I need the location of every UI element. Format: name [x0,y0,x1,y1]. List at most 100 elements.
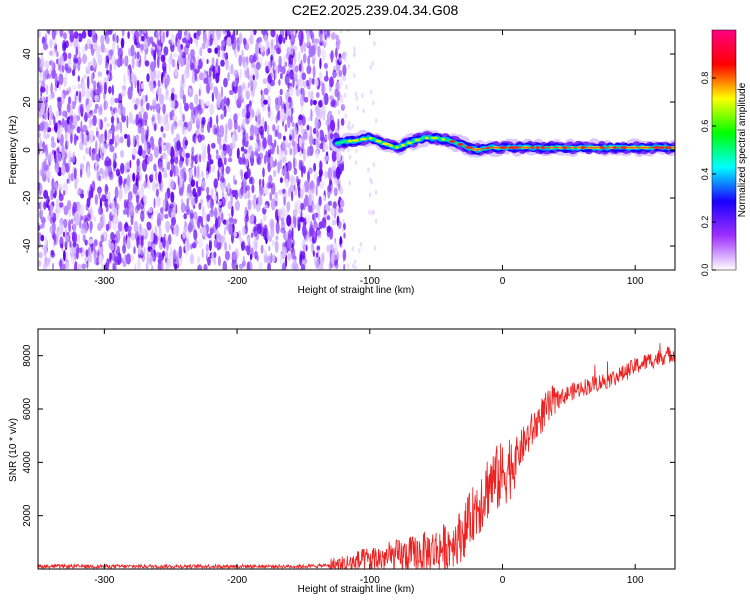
noise-speckle [337,39,340,51]
y-axis-ticks: 2000 4000 6000 8000 [22,344,675,527]
noise-speckle [162,236,166,249]
noise-speckle [123,199,128,209]
noise-speckle [252,74,255,81]
noise-speckle [312,236,315,244]
noise-speckle [51,68,56,79]
noise-speckle [245,42,250,51]
noise-speckle [304,258,308,264]
noise-speckle [98,135,103,144]
noise-speckle [281,188,286,194]
noise-speckle [90,72,94,82]
noise-speckle [97,71,103,77]
noise-speckle [220,196,226,207]
noise-speckle [281,246,287,258]
noise-speckle [202,31,207,44]
noise-speckle [293,156,296,170]
noise-speckle [144,30,147,34]
noise-speckle [168,61,171,73]
noise-speckle [143,111,148,122]
noise-speckle [216,44,221,51]
noise-speckle [207,233,212,239]
noise-speckle [92,57,96,69]
noise-speckle [195,180,199,189]
noise-speckle [287,252,292,262]
noise-speckle [248,105,253,114]
noise-speckle [160,236,163,243]
noise-speckle [316,130,319,139]
noise-speckle [137,244,141,255]
noise-speckle [193,239,198,245]
noise-speckle [95,160,99,167]
noise-speckle [263,204,269,210]
noise-speckle [211,57,215,66]
colorbar-tick-label: 0.2 [700,216,710,229]
noise-speckle [86,68,90,75]
noise-speckle [230,193,233,207]
noise-speckle [220,113,225,120]
noise-speckle [318,262,324,270]
noise-speckle [93,252,97,265]
noise-speckle [119,150,125,158]
noise-speckle [292,209,298,217]
noise-speckle [302,53,307,64]
noise-speckle [187,121,193,132]
noise-speckle [184,66,190,79]
noise-speckle [134,51,137,60]
signal-hotspot [359,137,367,141]
noise-speckle [205,170,209,179]
noise-speckle [262,167,265,178]
noise-speckle [279,177,283,184]
noise-speckle [172,248,176,261]
noise-speckle [196,30,202,36]
noise-speckle [286,214,292,227]
noise-speckle [99,240,103,248]
signal-hotspot [347,139,353,143]
noise-speckle [336,177,340,187]
noise-speckle [206,59,209,64]
noise-speckle [192,199,195,206]
noise-speckle [299,94,305,107]
noise-speckle [310,98,313,106]
noise-speckle [127,134,131,146]
noise-speckle [190,179,196,188]
noise-speckle [262,78,268,85]
noise-speckle [136,158,140,167]
noise-speckle [263,99,268,105]
noise-speckle [321,48,327,62]
noise-speckle [115,168,121,177]
noise-speckle [306,124,310,131]
noise-speckle [100,234,105,243]
noise-speckle [250,232,254,238]
noise-speckle [290,107,294,115]
noise-speckle [122,106,126,117]
noise-speckle [71,69,76,77]
noise-speckle [59,202,64,208]
noise-speckle [317,210,321,222]
noise-speckle [133,246,136,255]
noise-speckle [115,125,119,132]
noise-speckle [153,146,159,158]
noise-speckle [284,138,288,149]
noise-speckle [267,74,272,84]
noise-speckle [293,142,299,155]
noise-speckle [162,250,166,258]
noise-speckle [51,30,56,41]
noise-speckle [311,188,315,194]
noise-speckle [223,52,228,59]
noise-speckle [144,60,150,67]
noise-speckle [100,34,105,46]
noise-speckle [216,114,219,125]
noise-speckle [66,140,69,147]
noise-speckle [251,150,254,159]
noise-speckle [283,149,288,156]
noise-speckle [98,187,101,200]
noise-speckle [76,90,78,97]
noise-speckle [139,199,145,210]
noise-speckle [216,124,220,137]
noise-speckle [312,213,315,221]
noise-speckle [260,95,265,108]
noise-speckle [249,253,253,261]
noise-speckle [73,58,79,64]
noise-speckle [190,243,193,250]
noise-speckle [307,215,312,224]
